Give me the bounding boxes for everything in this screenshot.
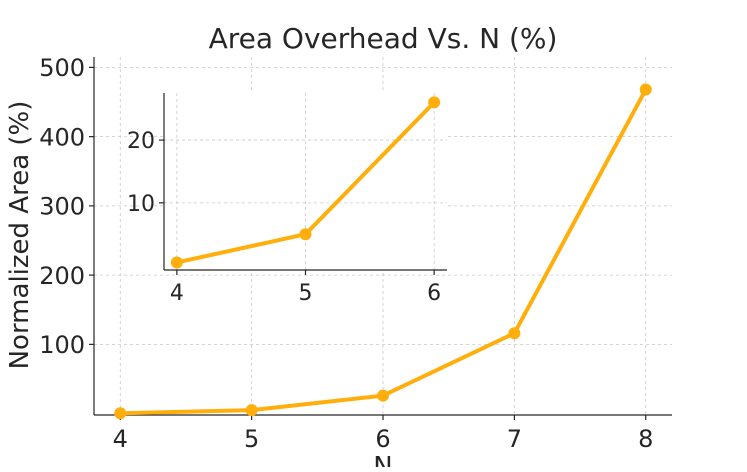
- y-tick-label: 500: [39, 54, 85, 82]
- inset-y-tick-label: 10: [127, 192, 155, 217]
- inset-data-point: [170, 256, 183, 269]
- y-axis-label: Normalized Area (%): [5, 101, 35, 370]
- y-tick-label: 300: [39, 193, 85, 221]
- data-point: [377, 389, 389, 402]
- data-point: [114, 407, 127, 420]
- data-point: [508, 327, 521, 340]
- inset-plot-background: [164, 93, 447, 270]
- y-tick-label: 100: [39, 331, 85, 359]
- y-tick-label: 200: [39, 262, 85, 290]
- x-axis-label: N: [373, 452, 392, 467]
- x-tick-label: 6: [375, 425, 390, 453]
- inset-data-point: [428, 96, 441, 109]
- data-point: [245, 404, 258, 417]
- inset-y-tick-label: 20: [127, 129, 155, 154]
- x-tick-label: 4: [113, 425, 128, 453]
- inset-x-tick-label: 6: [427, 281, 441, 306]
- x-tick-label: 7: [507, 425, 522, 453]
- y-tick-label: 400: [39, 123, 85, 151]
- data-point: [639, 83, 652, 96]
- inset-x-tick-label: 5: [299, 281, 313, 306]
- inset-data-point: [299, 228, 312, 241]
- x-tick-label: 8: [638, 425, 653, 453]
- inset-plot: 4 5 6 10 20: [127, 93, 447, 306]
- x-tick-label: 5: [244, 425, 259, 453]
- chart-title: Area Overhead Vs. N (%): [209, 22, 558, 55]
- inset-x-tick-label: 4: [170, 281, 184, 306]
- main-plot: 4 5 6 7 8 100 200 300 400 500: [39, 54, 672, 453]
